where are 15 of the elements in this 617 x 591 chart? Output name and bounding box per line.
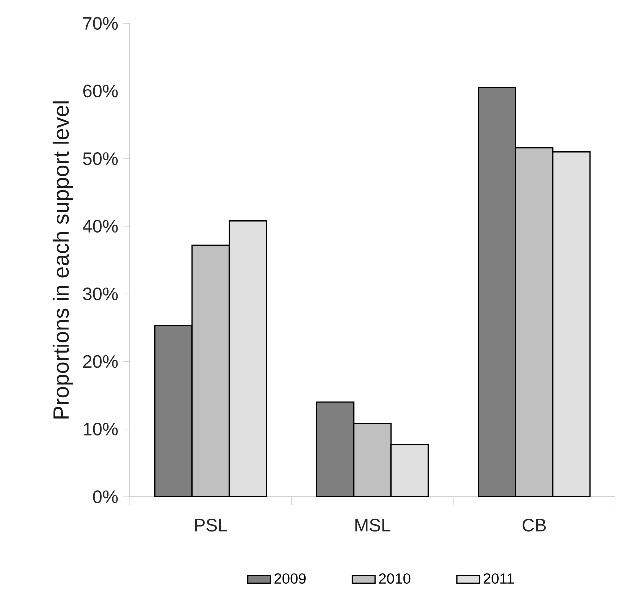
x-tick-label: MSL (356, 518, 391, 532)
y-tick-label: 10% (84, 422, 118, 436)
y-tick-label: 60% (84, 84, 118, 98)
legend-label: 2011 (484, 574, 514, 584)
legend-label: 2009 (274, 574, 306, 584)
y-axis-title: Proportions in each support level (52, 102, 74, 419)
y-tick-label: 0% (93, 490, 118, 504)
y-tick-label: 70% (84, 17, 118, 30)
x-tick-label: PSL (195, 518, 228, 532)
y-tick-label: 40% (83, 220, 118, 233)
x-tick-label: CB (522, 518, 546, 532)
legend-label: 2010 (379, 574, 411, 584)
y-tick-label: 50% (83, 152, 118, 166)
y-tick-label: 30% (83, 288, 118, 300)
y-tick-label: 20% (84, 355, 118, 368)
